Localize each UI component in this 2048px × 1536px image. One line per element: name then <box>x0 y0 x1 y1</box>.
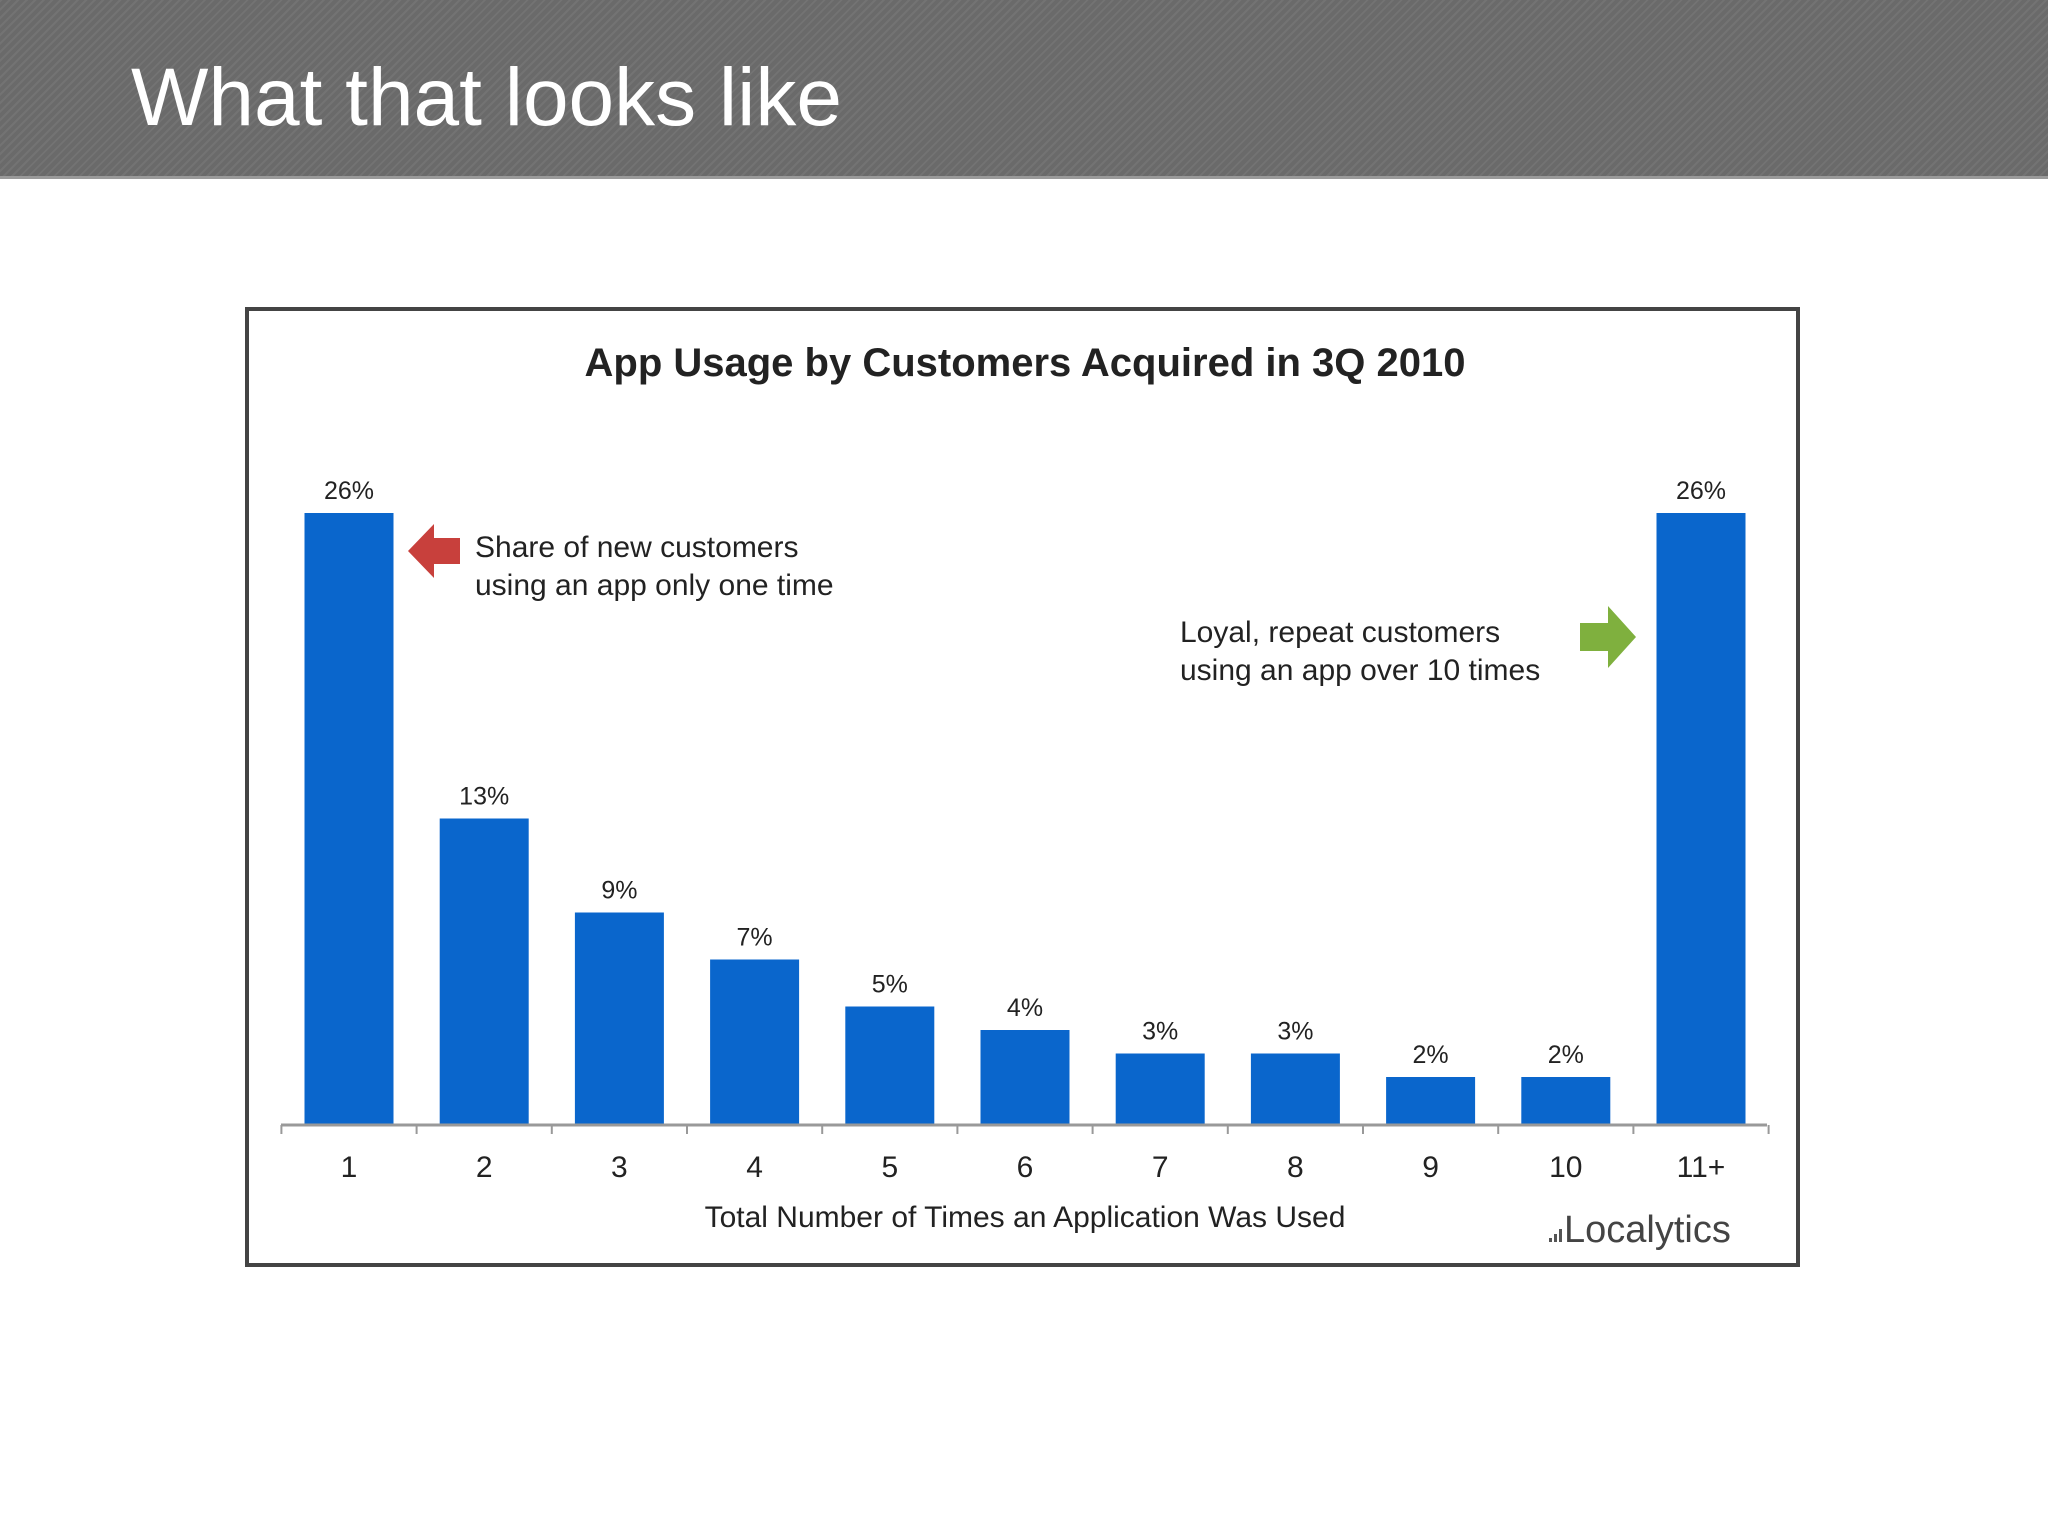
left-annotation-line2: using an app only one time <box>475 569 834 602</box>
bar-2 <box>439 818 529 1124</box>
x-tick-label: 5 <box>881 1151 898 1184</box>
logo-bar-icon <box>1554 1234 1557 1242</box>
bar-value-label: 9% <box>601 877 637 905</box>
slide-header: What that looks like <box>0 0 2048 179</box>
bar-8 <box>1250 1053 1340 1124</box>
bar-value-label: 5% <box>872 971 908 999</box>
bar-9 <box>1386 1077 1476 1124</box>
bar-value-label: 7% <box>737 924 773 952</box>
bar-value-label: 2% <box>1413 1041 1449 1069</box>
bar-1 <box>304 513 394 1124</box>
bar-5 <box>845 1006 935 1124</box>
x-tick-label: 8 <box>1287 1151 1304 1184</box>
bar-value-label: 13% <box>459 783 509 811</box>
right-annotation-line1: Loyal, repeat customers <box>1180 616 1500 649</box>
x-tick-label: 9 <box>1422 1151 1439 1184</box>
logo-bar-icon <box>1559 1229 1562 1242</box>
bar-4 <box>710 959 800 1124</box>
bar-value-label: 2% <box>1548 1041 1584 1069</box>
bar-7 <box>1115 1053 1205 1124</box>
x-tick-label: 2 <box>476 1151 493 1184</box>
x-tick-label: 10 <box>1549 1151 1582 1184</box>
bar-value-label: 26% <box>1676 477 1726 505</box>
bars-layer: 26% 13% 9% 7% 5% 4% 3% 3% 2% 2% 26% <box>304 477 1746 1124</box>
left-arrow-icon <box>408 524 460 578</box>
chart-title: App Usage by Customers Acquired in 3Q 20… <box>585 341 1466 385</box>
bar-value-label: 4% <box>1007 994 1043 1022</box>
localytics-logo: Localytics <box>1549 1209 1731 1251</box>
bar-3 <box>574 912 664 1124</box>
bar-value-label: 3% <box>1277 1018 1313 1046</box>
x-tick-label: 3 <box>611 1151 628 1184</box>
x-tick-label: 1 <box>341 1151 358 1184</box>
x-tick-label: 11+ <box>1677 1151 1726 1184</box>
bar-value-label: 26% <box>324 477 374 505</box>
logo-bar-icon <box>1549 1238 1552 1242</box>
x-tick-label: 7 <box>1152 1151 1169 1184</box>
x-ticks-layer: 1 2 3 4 5 6 7 8 9 10 11+ <box>280 1125 1770 1184</box>
bar-value-label: 3% <box>1142 1018 1178 1046</box>
right-annotation-line2: using an app over 10 times <box>1180 654 1540 687</box>
left-annotation-line1: Share of new customers <box>475 531 798 564</box>
x-axis-label: Total Number of Times an Application Was… <box>705 1201 1346 1234</box>
x-tick-label: 4 <box>746 1151 763 1184</box>
slide-title: What that looks like <box>131 52 842 143</box>
bar-11+ <box>1656 513 1746 1124</box>
x-tick-label: 6 <box>1017 1151 1034 1184</box>
right-arrow-icon <box>1580 606 1636 668</box>
bar-10 <box>1521 1077 1611 1124</box>
logo-text: Localytics <box>1564 1209 1731 1251</box>
bar-6 <box>980 1030 1070 1124</box>
